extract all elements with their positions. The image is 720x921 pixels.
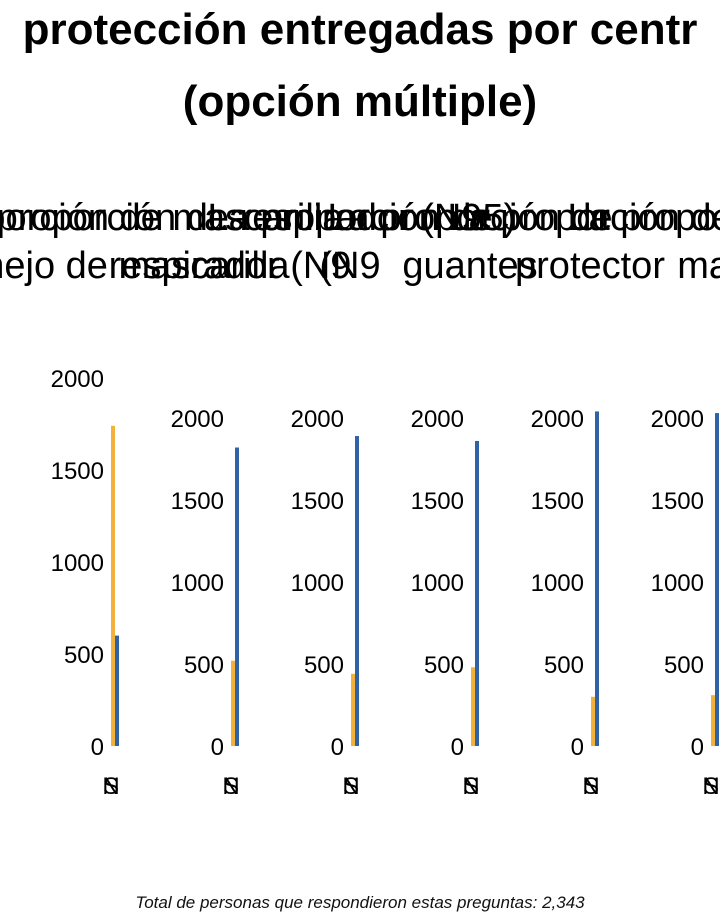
panel-2-ytick-500: 500 — [184, 652, 224, 679]
panel-4-ytick-0: 0 — [451, 734, 464, 761]
panel-3-ytick-1000: 1000 — [291, 570, 344, 597]
panel-1-title-line-1: La proporción de mascarilla — [0, 197, 344, 239]
panel-3-ytick-2000: 2000 — [291, 406, 344, 433]
panel-4-bar-Sí — [471, 667, 475, 746]
panel-3-bar-Sí — [351, 673, 355, 746]
panel-5-title-line-2: protector — [515, 245, 665, 287]
panel-4-xtick-S: S — [463, 773, 479, 800]
panel-1-xtick-S: S — [103, 773, 119, 800]
panel-4-bar-No — [475, 440, 479, 746]
panel-2-bar-Sí — [231, 660, 235, 746]
panel-3-xtick-S: S — [343, 773, 359, 800]
chart-title-line-1: protección entregadas por centr — [23, 5, 698, 54]
panel-4-ytick-500: 500 — [424, 652, 464, 679]
panel-3-title-line-1: La proporción de — [207, 197, 492, 239]
panel-5-ytick-1000: 1000 — [531, 570, 584, 597]
panel-5-xtick-N: N — [582, 773, 599, 800]
panel-1-ytick-1000: 1000 — [51, 550, 104, 577]
panel-6-xtick-N: N — [702, 773, 719, 800]
panel-5-ytick-0: 0 — [571, 734, 584, 761]
panel-4-xtick-N: N — [462, 773, 479, 800]
panel-6-xtick-S: S — [703, 773, 719, 800]
panel-6-ytick-1000: 1000 — [651, 570, 704, 597]
chart-footnote: Total de personas que respondieron estas… — [135, 893, 585, 912]
panel-5-ytick-1500: 1500 — [531, 488, 584, 515]
panel-3-bar-No — [355, 436, 359, 746]
panel-4-ytick-2000: 2000 — [411, 406, 464, 433]
panel-6-ytick-2000: 2000 — [651, 406, 704, 433]
panel-1-ytick-1500: 1500 — [51, 458, 104, 485]
panel-6-bar-Sí — [711, 695, 715, 746]
panel-2-title-line-1: La proporción de respirador (N95) — [0, 197, 516, 239]
panel-1-ytick-0: 0 — [91, 734, 104, 761]
panel-4-title-line-2: guantes — [402, 245, 537, 287]
panel-2-ytick-0: 0 — [211, 734, 224, 761]
panel-5-xtick-S: S — [583, 773, 599, 800]
panel-2-xtick-S: S — [223, 773, 239, 800]
panel-4-ytick-1000: 1000 — [411, 570, 464, 597]
panel-6-ytick-1500: 1500 — [651, 488, 704, 515]
panel-3-ytick-1500: 1500 — [291, 488, 344, 515]
panel-1-title-line-2: manejo de mascarilla — [0, 245, 290, 287]
panel-6-ytick-500: 500 — [664, 652, 704, 679]
chart-title-line-2: (opción múltiple) — [183, 77, 537, 126]
panel-5-bar-Sí — [591, 696, 595, 746]
panel-2-ytick-1000: 1000 — [171, 570, 224, 597]
panel-4-title-line-1: La proporción de — [327, 197, 612, 239]
panel-3-title-line-2: (N9 — [319, 245, 380, 287]
panel-1-xtick-N: N — [102, 773, 119, 800]
panel-2-ytick-2000: 2000 — [171, 406, 224, 433]
chart-panels: La proporción de mascarilla manejo de mas… — [0, 197, 720, 800]
panel-6-title-line-2: mar — [677, 245, 720, 287]
panel-2-ytick-1500: 1500 — [171, 488, 224, 515]
panel-2-xtick-N: N — [222, 773, 239, 800]
panel-6-ytick-0: 0 — [691, 734, 704, 761]
panel-3-ytick-0: 0 — [331, 734, 344, 761]
panel-1-bar-No — [115, 635, 119, 746]
panel-1-bar-Sí — [111, 425, 115, 746]
panel-2-bar-No — [235, 447, 239, 746]
panel-1-ytick-2000: 2000 — [51, 366, 104, 393]
panel-5-bar-No — [595, 411, 599, 746]
panel-2-title-line-2: respirador (N9 — [109, 245, 352, 287]
panel-5-ytick-500: 500 — [544, 652, 584, 679]
panel-6-title-line-1: La proporción de — [567, 197, 720, 239]
panel-5-ytick-2000: 2000 — [531, 406, 584, 433]
panel-3-xtick-N: N — [342, 773, 359, 800]
panel-1-ytick-500: 500 — [64, 642, 104, 669]
panel-3-ytick-500: 500 — [304, 652, 344, 679]
panel-5-title-line-1: La proporción de — [447, 197, 720, 239]
panel-6-bar-No — [715, 413, 719, 746]
panel-4-ytick-1500: 1500 — [411, 488, 464, 515]
